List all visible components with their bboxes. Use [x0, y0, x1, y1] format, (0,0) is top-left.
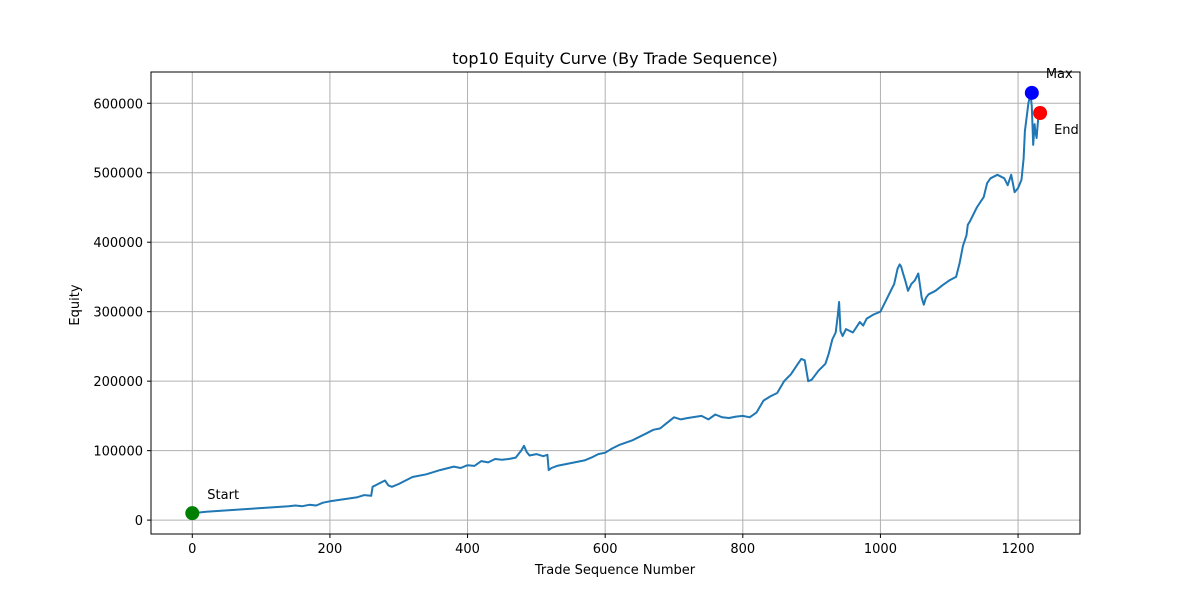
y-tick-label: 400000	[93, 236, 143, 251]
end-marker	[1033, 105, 1048, 120]
y-axis-label: Equity	[68, 284, 83, 325]
x-tick-label: 200	[318, 542, 343, 557]
y-tick-label: 300000	[93, 306, 143, 321]
max-label: Max	[1046, 67, 1073, 82]
y-tick-label: 500000	[93, 167, 143, 182]
x-tick-label: 800	[730, 542, 755, 557]
equity-line	[192, 91, 1042, 515]
start-marker	[185, 506, 200, 521]
marker-layer: Start Max End	[185, 67, 1079, 521]
x-tick-label: 1000	[864, 542, 897, 557]
plot-frame	[150, 71, 1081, 535]
chart-title: top10 Equity Curve (By Trade Sequence)	[452, 49, 777, 68]
y-tick-label: 100000	[93, 445, 143, 460]
max-marker	[1024, 85, 1039, 100]
x-tick-label: 1200	[1002, 542, 1035, 557]
y-tick-label: 200000	[93, 375, 143, 390]
series-layer	[192, 91, 1042, 515]
end-label: End	[1054, 123, 1079, 138]
y-tick-label: 0	[135, 514, 143, 529]
x-tick-label: 400	[455, 542, 480, 557]
x-axis-label: Trade Sequence Number	[534, 563, 696, 578]
x-tick-label: 0	[188, 542, 196, 557]
x-tick-label: 600	[593, 542, 618, 557]
ticks: 0 200 400 600 800 1000 1200 0 100000 200000 300000…	[93, 97, 1034, 557]
grid	[151, 72, 1080, 534]
y-tick-label: 600000	[93, 97, 143, 112]
start-label: Start	[207, 488, 239, 503]
